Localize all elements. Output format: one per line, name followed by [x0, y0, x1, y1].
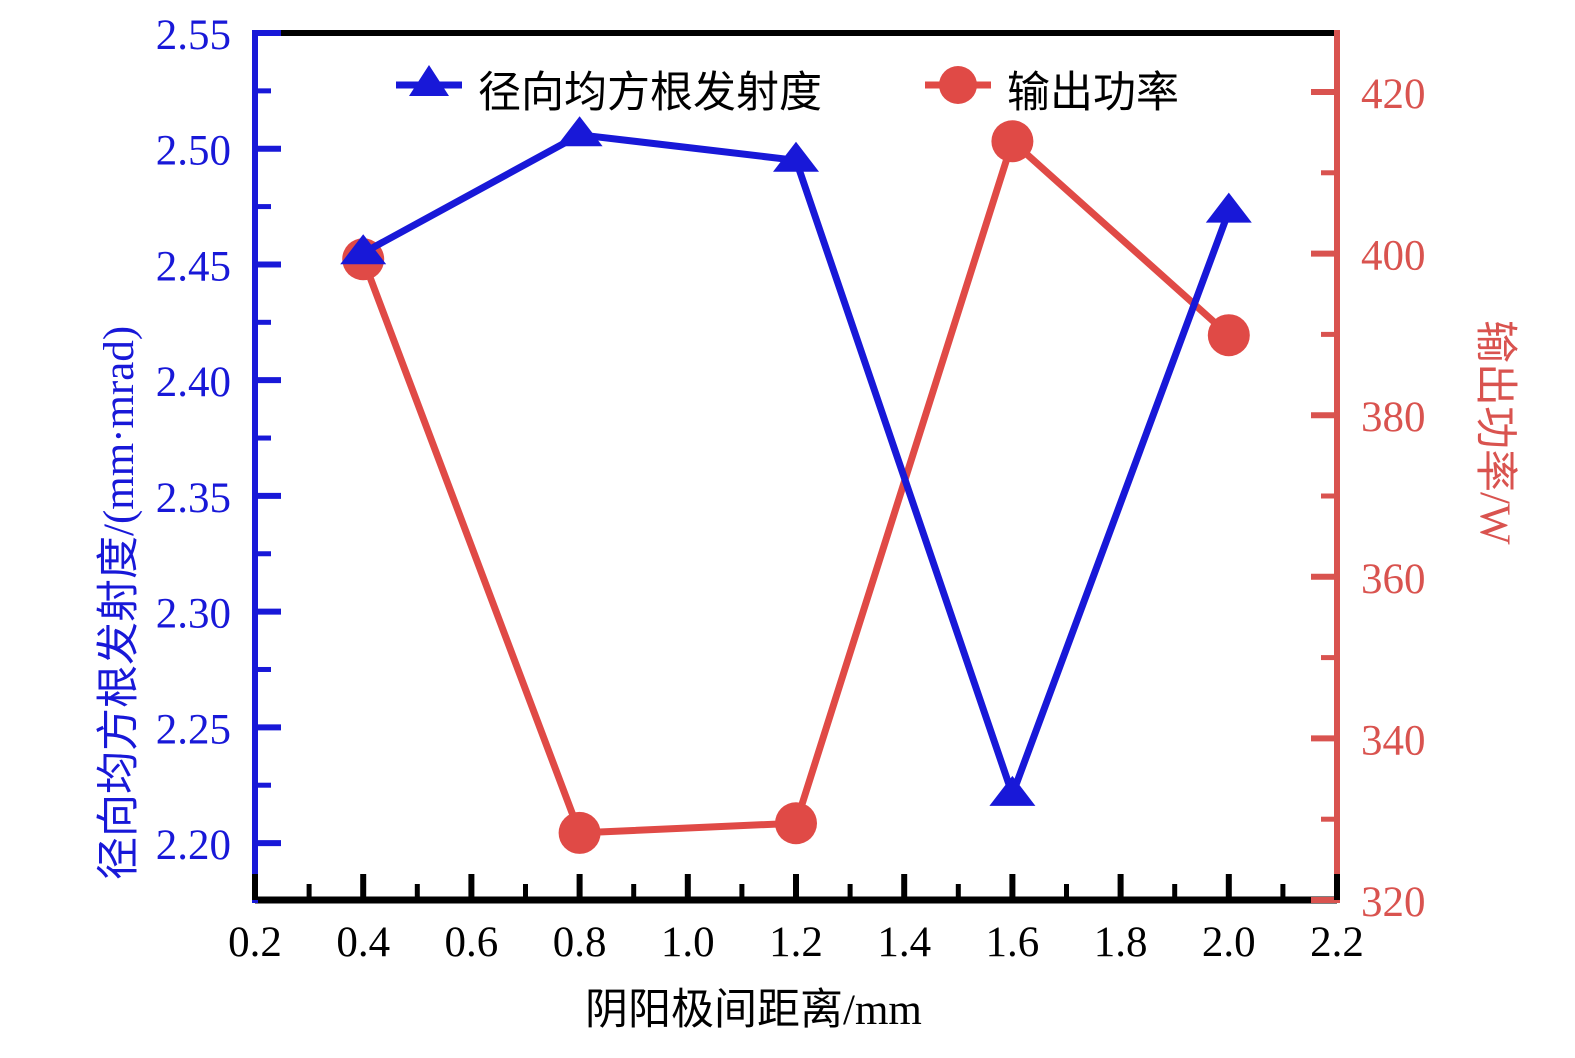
y-axis-left-ticks [255, 30, 281, 847]
svg-text:320: 320 [1361, 879, 1426, 926]
x-axis-ticks [252, 874, 1340, 900]
svg-text:2.25: 2.25 [156, 706, 231, 753]
legend-markers [396, 65, 991, 104]
svg-text:2.0: 2.0 [1202, 919, 1256, 966]
svg-text:340: 340 [1361, 717, 1426, 764]
svg-text:0.2: 0.2 [228, 919, 282, 966]
series-radial-emittance [340, 116, 1252, 806]
y-axis-right-ticks [1311, 88, 1337, 903]
svg-text:2.45: 2.45 [156, 243, 231, 290]
svg-text:1.4: 1.4 [877, 919, 931, 966]
legend-label-emittance: 径向均方根发射度 [478, 70, 822, 117]
svg-text:360: 360 [1361, 556, 1426, 603]
svg-text:2.40: 2.40 [156, 359, 231, 406]
svg-text:1.0: 1.0 [661, 919, 715, 966]
svg-text:2.35: 2.35 [156, 475, 231, 522]
series-output-power [342, 120, 1250, 854]
x-axis-ticklabels: 0.2 0.4 0.6 0.8 1.0 1.2 1.4 1.6 1.8 2.0 2.2 [228, 919, 1364, 966]
axis-frame [252, 30, 1340, 904]
y-axis-right-ticklabels: 320 340 360 380 400 420 [1361, 71, 1426, 926]
svg-text:2.20: 2.20 [156, 822, 231, 869]
svg-text:2.50: 2.50 [156, 128, 231, 175]
y-axis-left-ticklabels: 2.20 2.25 2.30 2.35 2.40 2.45 2.50 2.55 [156, 12, 231, 869]
svg-text:400: 400 [1361, 233, 1426, 280]
svg-text:380: 380 [1361, 394, 1426, 441]
svg-text:2.55: 2.55 [156, 12, 231, 59]
svg-text:0.8: 0.8 [553, 919, 607, 966]
svg-text:1.2: 1.2 [769, 919, 823, 966]
svg-text:2.2: 2.2 [1310, 919, 1364, 966]
legend-label-power: 输出功率 [1007, 70, 1179, 117]
svg-text:0.6: 0.6 [445, 919, 499, 966]
svg-text:1.8: 1.8 [1094, 919, 1148, 966]
svg-text:1.6: 1.6 [986, 919, 1040, 966]
svg-text:420: 420 [1361, 71, 1426, 118]
x-axis-title: 阴阳极间距离/mm [585, 987, 922, 1034]
svg-text:0.4: 0.4 [336, 919, 390, 966]
svg-text:2.30: 2.30 [156, 591, 231, 638]
